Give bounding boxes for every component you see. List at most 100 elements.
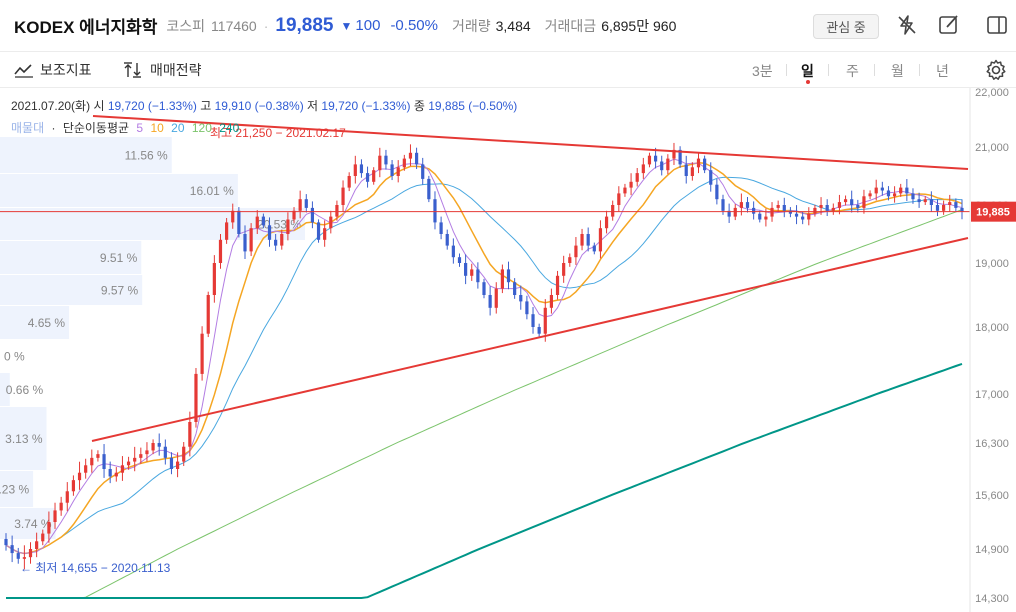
candle-body <box>929 199 933 205</box>
ma-legend-label: 단순이동평균 <box>62 121 130 135</box>
candle-body <box>813 207 817 214</box>
volume-profile-bar <box>0 471 34 507</box>
candle-body <box>126 461 131 466</box>
indicator-label: 보조지표 <box>40 62 92 78</box>
ma-legend: 매물대 · 단순이동평균 5 10 20 120 240 <box>11 119 243 136</box>
candle-body <box>604 216 609 229</box>
candle-body <box>696 158 701 168</box>
candle-body <box>666 158 670 171</box>
ma-20-line <box>5 176 963 555</box>
period-week[interactable]: 주 <box>846 63 859 79</box>
candle-body <box>733 207 737 217</box>
amount-label: 거래대금 <box>544 17 597 34</box>
candle-body <box>261 216 265 226</box>
candle-body <box>249 228 253 252</box>
volume-profile-label: 2.23 % <box>0 483 29 497</box>
candle-body <box>390 164 394 176</box>
candle-body <box>243 234 247 252</box>
candle-body <box>960 207 964 212</box>
volume-profile-bar <box>0 373 10 406</box>
candle-body <box>120 465 125 473</box>
candle-body <box>470 269 474 276</box>
period-day[interactable]: 일 <box>801 63 814 79</box>
candle-body <box>316 222 321 240</box>
candle-body <box>231 210 235 223</box>
candle-body <box>384 155 388 165</box>
current-price-tag-label: 19,885 <box>976 207 1010 219</box>
candle-body <box>433 199 437 223</box>
y-tick-label: 22,000 <box>975 88 1009 99</box>
candle-body <box>598 228 603 252</box>
candle-body <box>623 187 627 194</box>
candle-body <box>886 190 891 197</box>
candle-body <box>586 234 590 246</box>
volume-profile-label: 4.65 % <box>28 316 66 330</box>
candle-body <box>684 164 688 176</box>
candle-body <box>372 170 376 182</box>
period-divider <box>874 64 875 76</box>
candle-body <box>10 545 14 554</box>
candle-body <box>145 450 149 455</box>
candle-body <box>641 164 645 174</box>
candle-body <box>758 213 762 220</box>
candle-body <box>408 152 413 159</box>
strategy-label: 매매전략 <box>150 62 202 78</box>
candle-body <box>188 422 192 447</box>
volume-profile-label: 0 % <box>4 350 25 364</box>
volume-profile-bar <box>0 174 238 207</box>
candle-body <box>690 167 694 176</box>
ma-5-label: 5 <box>136 121 144 135</box>
watch-button[interactable]: 관심 중 <box>813 14 879 39</box>
open-value: 19,720 (−1.33%) <box>107 99 197 113</box>
candle-body <box>28 549 33 558</box>
edit-icon[interactable] <box>937 13 961 37</box>
current-price: 19,885 <box>275 14 334 36</box>
candle-body <box>35 541 39 549</box>
candle-body <box>948 202 952 205</box>
period-divider <box>828 64 829 76</box>
ma-10-label: 10 <box>150 121 164 135</box>
candle-body <box>788 210 793 214</box>
panel-icon[interactable] <box>985 13 1009 37</box>
candle-body <box>347 176 351 188</box>
candle-body <box>635 173 639 182</box>
volume-profile-label: 16.01 % <box>190 184 234 198</box>
candle-body <box>709 170 713 185</box>
candle-body <box>402 158 406 168</box>
volume-profile-label: 11.56 % <box>125 149 168 163</box>
candle-body <box>653 155 658 162</box>
candle-body <box>555 275 560 295</box>
price-chart[interactable]: 11.56 %16.01 %20.53 %9.51 %9.57 %4.65 %0… <box>0 88 1016 612</box>
low-label: 저 <box>307 99 319 113</box>
strategy-button[interactable]: 매매전략 <box>122 60 202 80</box>
period-year[interactable]: 년 <box>936 63 949 79</box>
candle-body <box>71 480 76 492</box>
period-month[interactable]: 월 <box>891 63 904 79</box>
gear-icon[interactable] <box>984 58 1008 82</box>
candle-body <box>451 245 455 258</box>
candle-body <box>807 213 811 220</box>
candle-body <box>880 187 884 191</box>
candle-body <box>776 205 780 208</box>
indicator-button[interactable]: 보조지표 <box>14 60 92 80</box>
volume-label: 거래량 <box>451 17 491 34</box>
candle-body <box>935 205 940 211</box>
candle-body <box>414 152 419 165</box>
candle-body <box>365 173 370 182</box>
flash-off-icon[interactable] <box>895 13 919 37</box>
candle-body <box>359 164 364 174</box>
candle-body <box>194 373 198 422</box>
candle-body <box>764 216 768 220</box>
candle-body <box>874 187 878 194</box>
period-3min[interactable]: 3분 <box>752 63 773 79</box>
candle-body <box>525 301 529 315</box>
volume-profile-bar <box>0 407 47 470</box>
candle-body <box>237 210 241 234</box>
chart-toolbar: 보조지표 매매전략 3분 일 주 월 년 <box>0 52 1016 88</box>
candle-body <box>819 205 823 208</box>
candle-body <box>274 239 278 246</box>
candle-body <box>868 193 872 197</box>
ohlc-info: 2021.07.20(화) 시 19,720 (−1.33%) 고 19,910… <box>11 97 517 114</box>
max-price-annotation: 최고 21,250 − 2021.02.17 <box>210 126 346 140</box>
volume-profile-bar <box>0 508 56 539</box>
